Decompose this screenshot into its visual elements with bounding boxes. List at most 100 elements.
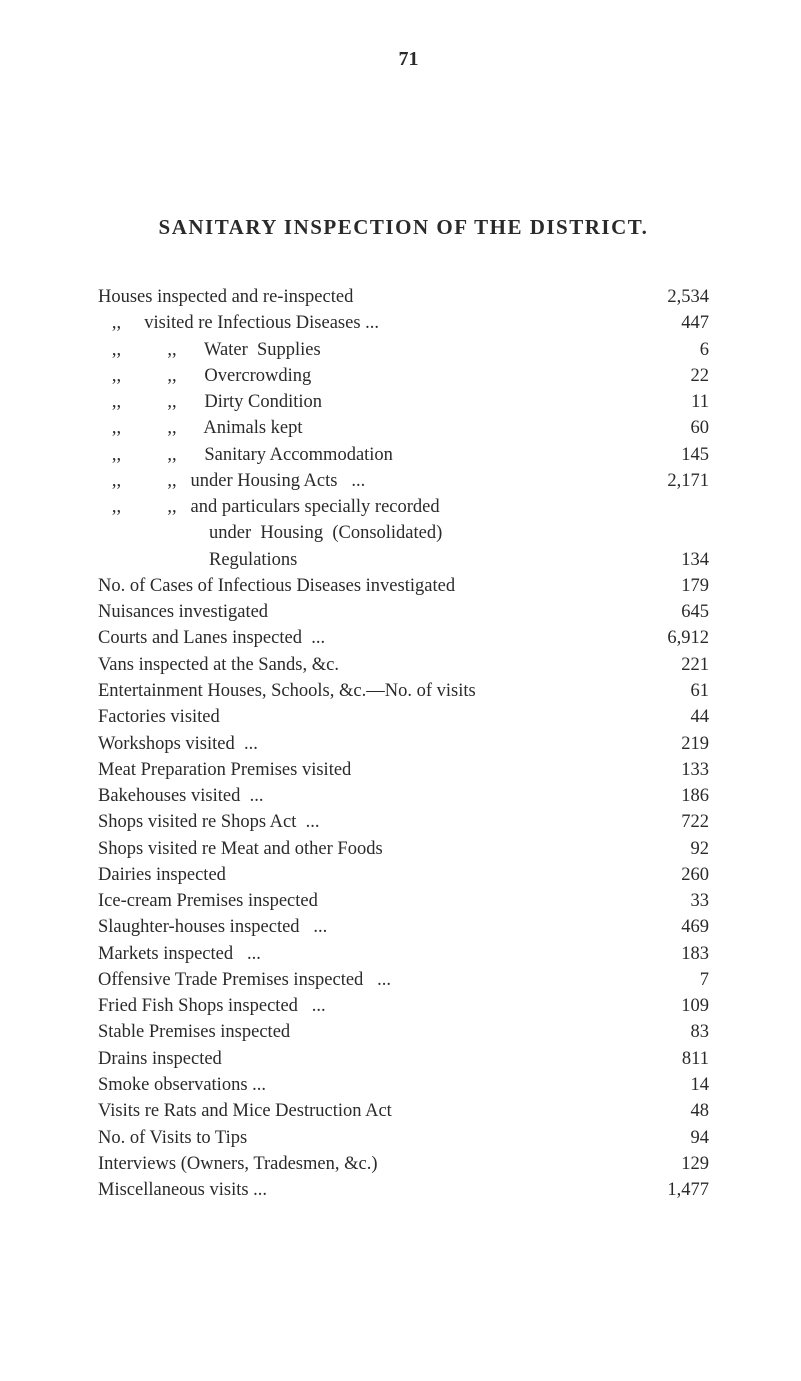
entry-value: 186: [639, 783, 709, 809]
entry-label: ,, ,, Sanitary Accommodation: [98, 442, 393, 468]
entry-row: ,, ,, under Housing Acts ... 2,171: [98, 468, 709, 494]
entry-label: ,, ,, Animals kept: [98, 415, 303, 441]
entry-value: 722: [639, 809, 709, 835]
entry-row: Vans inspected at the Sands, &c. 221: [98, 652, 709, 678]
entry-label: Courts and Lanes inspected ...: [98, 625, 325, 651]
entry-label: Fried Fish Shops inspected ...: [98, 993, 326, 1019]
entry-value: 14: [639, 1072, 709, 1098]
entry-value: 92: [639, 836, 709, 862]
entry-row: Entertainment Houses, Schools, &c.—No. o…: [98, 678, 709, 704]
entry-row: Stable Premises inspected 83: [98, 1019, 709, 1045]
entry-value: 183: [639, 941, 709, 967]
entry-label: under Housing (Consolidated): [98, 520, 442, 546]
entry-row: Shops visited re Meat and other Foods 92: [98, 836, 709, 862]
entry-label: Regulations: [98, 547, 297, 573]
entry-value: 6: [639, 337, 709, 363]
entry-value: 109: [639, 993, 709, 1019]
entry-label: Vans inspected at the Sands, &c.: [98, 652, 339, 678]
entry-label: Stable Premises inspected: [98, 1019, 290, 1045]
entry-row: Houses inspected and re-inspected 2,534: [98, 284, 709, 310]
entry-row: Shops visited re Shops Act ... 722: [98, 809, 709, 835]
entry-row: Interviews (Owners, Tradesmen, &c.) 129: [98, 1151, 709, 1177]
entry-row: Workshops visited ...219: [98, 731, 709, 757]
entry-value: 447: [639, 310, 709, 336]
page-number: 71: [108, 48, 709, 71]
entry-label: Houses inspected and re-inspected: [98, 284, 353, 310]
entry-label: Workshops visited ...: [98, 731, 258, 757]
entries-list: Houses inspected and re-inspected 2,534 ,…: [98, 284, 709, 1203]
entry-label: Slaughter-houses inspected ...: [98, 914, 327, 940]
entry-value: 134: [639, 547, 709, 573]
entry-label: Markets inspected ...: [98, 941, 261, 967]
entry-value: 22: [639, 363, 709, 389]
entry-label: Factories visited: [98, 704, 220, 730]
entry-value: 2,534: [639, 284, 709, 310]
entry-row: Factories visited 44: [98, 704, 709, 730]
entry-label: ,, ,, Dirty Condition: [98, 389, 322, 415]
entry-label: Interviews (Owners, Tradesmen, &c.): [98, 1151, 378, 1177]
entry-value: 44: [639, 704, 709, 730]
entry-value: 11: [639, 389, 709, 415]
entry-row: Markets inspected ... 183: [98, 941, 709, 967]
entry-value: 6,912: [639, 625, 709, 651]
entry-label: Dairies inspected: [98, 862, 226, 888]
entry-value: 260: [639, 862, 709, 888]
entry-row: Slaughter-houses inspected ... 469: [98, 914, 709, 940]
entry-row: ,, ,, Sanitary Accommodation145: [98, 442, 709, 468]
entry-value: 129: [639, 1151, 709, 1177]
entry-label: Entertainment Houses, Schools, &c.—No. o…: [98, 678, 476, 704]
entry-row: Dairies inspected 260: [98, 862, 709, 888]
entry-row: No. of Cases of Infectious Diseases inve…: [98, 573, 709, 599]
entry-label: Bakehouses visited ...: [98, 783, 263, 809]
entry-value: 1,477: [639, 1177, 709, 1203]
entry-value: 469: [639, 914, 709, 940]
entry-row: Meat Preparation Premises visited 133: [98, 757, 709, 783]
entry-value: 61: [639, 678, 709, 704]
entry-row: ,, ,, Water Supplies 6: [98, 337, 709, 363]
entry-value: 133: [639, 757, 709, 783]
entry-label: Drains inspected: [98, 1046, 222, 1072]
entry-row: Bakehouses visited ... 186: [98, 783, 709, 809]
entry-row: ,, visited re Infectious Diseases ... 447: [98, 310, 709, 336]
entry-row: Drains inspected 811: [98, 1046, 709, 1072]
entry-value: 48: [639, 1098, 709, 1124]
entry-row: ,, ,, Animals kept 60: [98, 415, 709, 441]
entry-value: 60: [639, 415, 709, 441]
entry-row: Regulations 134: [98, 547, 709, 573]
entry-value: 645: [639, 599, 709, 625]
entry-label: Miscellaneous visits ...: [98, 1177, 267, 1203]
entry-label: ,, visited re Infectious Diseases ...: [98, 310, 379, 336]
entry-label: No. of Cases of Infectious Diseases inve…: [98, 573, 455, 599]
entry-row: Ice-cream Premises inspected 33: [98, 888, 709, 914]
entry-label: Smoke observations ...: [98, 1072, 266, 1098]
entry-row: Fried Fish Shops inspected ... 109: [98, 993, 709, 1019]
entry-row: Courts and Lanes inspected ... 6,912: [98, 625, 709, 651]
entry-row: Nuisances investigated 645: [98, 599, 709, 625]
entry-row: ,, ,, and particulars specially recorded: [98, 494, 709, 520]
entry-label: No. of Visits to Tips: [98, 1125, 247, 1151]
entry-value: 83: [639, 1019, 709, 1045]
entry-label: Ice-cream Premises inspected: [98, 888, 318, 914]
entry-row: ,, ,, Overcrowding 22: [98, 363, 709, 389]
entry-value: 94: [639, 1125, 709, 1151]
entry-label: Nuisances investigated: [98, 599, 268, 625]
entry-value: 2,171: [639, 468, 709, 494]
entry-value: 221: [639, 652, 709, 678]
entry-label: Meat Preparation Premises visited: [98, 757, 351, 783]
entry-row: Offensive Trade Premises inspected ... 7: [98, 967, 709, 993]
entry-value: 7: [639, 967, 709, 993]
entry-label: ,, ,, Water Supplies: [98, 337, 321, 363]
entry-row: Smoke observations ... 14: [98, 1072, 709, 1098]
entry-row: Visits re Rats and Mice Destruction Act 4…: [98, 1098, 709, 1124]
entry-label: ,, ,, Overcrowding: [98, 363, 311, 389]
entry-label: Shops visited re Meat and other Foods: [98, 836, 383, 862]
entry-label: Shops visited re Shops Act ...: [98, 809, 320, 835]
entry-label: Visits re Rats and Mice Destruction Act: [98, 1098, 392, 1124]
entry-row: ,, ,, Dirty Condition 11: [98, 389, 709, 415]
entry-row: No. of Visits to Tips 94: [98, 1125, 709, 1151]
entry-value: 811: [639, 1046, 709, 1072]
entry-value: 33: [639, 888, 709, 914]
entry-row: under Housing (Consolidated): [98, 520, 709, 546]
entry-label: ,, ,, under Housing Acts ...: [98, 468, 365, 494]
entry-label: Offensive Trade Premises inspected ...: [98, 967, 391, 993]
